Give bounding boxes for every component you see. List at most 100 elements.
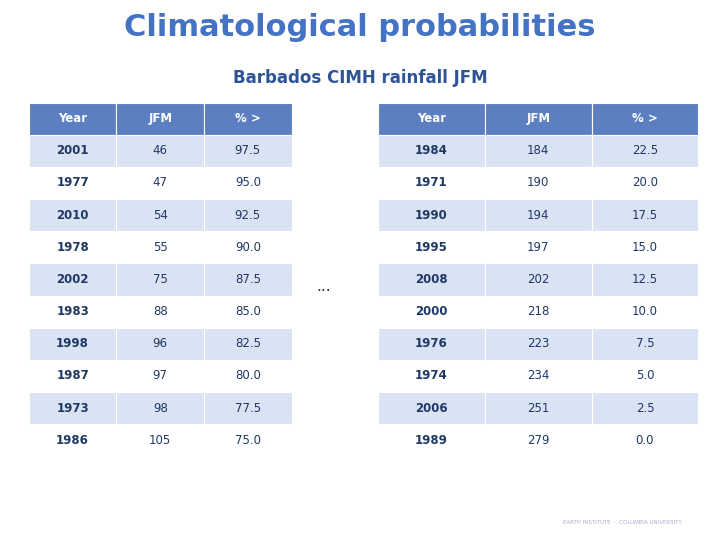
Text: 88: 88 — [153, 305, 168, 318]
Text: 85.0: 85.0 — [235, 305, 261, 318]
Text: 1974: 1974 — [415, 369, 448, 382]
Text: 1978: 1978 — [56, 241, 89, 254]
FancyBboxPatch shape — [204, 231, 292, 264]
Text: 98: 98 — [153, 402, 168, 415]
Text: 202: 202 — [527, 273, 549, 286]
Text: 5.0: 5.0 — [636, 369, 654, 382]
FancyBboxPatch shape — [485, 295, 592, 328]
Text: 95.0: 95.0 — [235, 177, 261, 190]
Text: 105: 105 — [149, 434, 171, 447]
Text: 55: 55 — [153, 241, 168, 254]
Text: 218: 218 — [527, 305, 549, 318]
FancyBboxPatch shape — [592, 199, 698, 231]
FancyBboxPatch shape — [204, 135, 292, 167]
FancyBboxPatch shape — [29, 199, 117, 231]
FancyBboxPatch shape — [592, 103, 698, 135]
FancyBboxPatch shape — [117, 360, 204, 392]
Text: 17.5: 17.5 — [632, 208, 658, 221]
Text: 97: 97 — [153, 369, 168, 382]
Text: 1983: 1983 — [56, 305, 89, 318]
Text: IRI: IRI — [49, 495, 76, 512]
Text: 2001: 2001 — [56, 144, 89, 157]
FancyBboxPatch shape — [592, 295, 698, 328]
FancyBboxPatch shape — [29, 167, 117, 199]
Text: 7.5: 7.5 — [636, 338, 654, 350]
FancyBboxPatch shape — [485, 264, 592, 295]
Text: 1987: 1987 — [56, 369, 89, 382]
FancyBboxPatch shape — [378, 295, 485, 328]
Text: 223: 223 — [527, 338, 549, 350]
FancyBboxPatch shape — [485, 199, 592, 231]
FancyBboxPatch shape — [117, 328, 204, 360]
FancyBboxPatch shape — [485, 392, 592, 424]
FancyBboxPatch shape — [204, 167, 292, 199]
Text: 87.5: 87.5 — [235, 273, 261, 286]
Text: 2002: 2002 — [56, 273, 89, 286]
Text: 279: 279 — [527, 434, 549, 447]
FancyBboxPatch shape — [378, 231, 485, 264]
FancyBboxPatch shape — [29, 424, 117, 456]
Text: 1973: 1973 — [56, 402, 89, 415]
Text: 1998: 1998 — [56, 338, 89, 350]
Text: International Research Institute: International Research Institute — [553, 486, 693, 495]
Circle shape — [0, 476, 336, 531]
FancyBboxPatch shape — [117, 199, 204, 231]
FancyBboxPatch shape — [117, 264, 204, 295]
FancyBboxPatch shape — [117, 103, 204, 135]
Text: 190: 190 — [527, 177, 549, 190]
FancyBboxPatch shape — [378, 135, 485, 167]
Text: 97.5: 97.5 — [235, 144, 261, 157]
Text: 82.5: 82.5 — [235, 338, 261, 350]
Text: JFM: JFM — [526, 112, 550, 125]
FancyBboxPatch shape — [117, 295, 204, 328]
FancyBboxPatch shape — [378, 392, 485, 424]
FancyBboxPatch shape — [592, 231, 698, 264]
Text: Barbados CIMH rainfall JFM: Barbados CIMH rainfall JFM — [233, 69, 487, 87]
FancyBboxPatch shape — [29, 392, 117, 424]
Text: 2.5: 2.5 — [636, 402, 654, 415]
FancyBboxPatch shape — [485, 135, 592, 167]
FancyBboxPatch shape — [29, 264, 117, 295]
FancyBboxPatch shape — [485, 103, 592, 135]
Text: 1976: 1976 — [415, 338, 448, 350]
Text: % >: % > — [632, 112, 658, 125]
Text: EARTH INSTITUTE  ·  COLUMBIA UNIVERSITY: EARTH INSTITUTE · COLUMBIA UNIVERSITY — [564, 520, 682, 525]
Text: 2006: 2006 — [415, 402, 448, 415]
Text: 2008: 2008 — [415, 273, 448, 286]
FancyBboxPatch shape — [29, 103, 117, 135]
FancyBboxPatch shape — [378, 103, 485, 135]
FancyBboxPatch shape — [378, 199, 485, 231]
Text: 12.5: 12.5 — [632, 273, 658, 286]
Text: for Climate and Society: for Climate and Society — [572, 502, 673, 511]
Text: 46: 46 — [153, 144, 168, 157]
Text: 1986: 1986 — [56, 434, 89, 447]
Text: 75: 75 — [153, 273, 168, 286]
Text: Climatological probabilities: Climatological probabilities — [125, 13, 595, 42]
FancyBboxPatch shape — [592, 167, 698, 199]
Text: 2010: 2010 — [56, 208, 89, 221]
FancyBboxPatch shape — [204, 328, 292, 360]
FancyBboxPatch shape — [29, 360, 117, 392]
Text: ...: ... — [317, 279, 331, 294]
FancyBboxPatch shape — [29, 295, 117, 328]
Text: 184: 184 — [527, 144, 549, 157]
Text: 1984: 1984 — [415, 144, 448, 157]
FancyBboxPatch shape — [117, 424, 204, 456]
Text: Seasonal Forecasting Using the Climate Predictability Tool: Seasonal Forecasting Using the Climate P… — [229, 495, 491, 504]
FancyBboxPatch shape — [378, 167, 485, 199]
FancyBboxPatch shape — [485, 231, 592, 264]
FancyBboxPatch shape — [592, 424, 698, 456]
FancyBboxPatch shape — [29, 328, 117, 360]
Text: 197: 197 — [527, 241, 549, 254]
Text: 0.0: 0.0 — [636, 434, 654, 447]
FancyBboxPatch shape — [204, 295, 292, 328]
Text: 54: 54 — [153, 208, 168, 221]
Text: 2000: 2000 — [415, 305, 448, 318]
FancyBboxPatch shape — [204, 103, 292, 135]
Text: 10.0: 10.0 — [632, 305, 658, 318]
Text: 96: 96 — [153, 338, 168, 350]
Text: 77.5: 77.5 — [235, 402, 261, 415]
Text: 47: 47 — [153, 177, 168, 190]
FancyBboxPatch shape — [204, 199, 292, 231]
FancyBboxPatch shape — [592, 135, 698, 167]
